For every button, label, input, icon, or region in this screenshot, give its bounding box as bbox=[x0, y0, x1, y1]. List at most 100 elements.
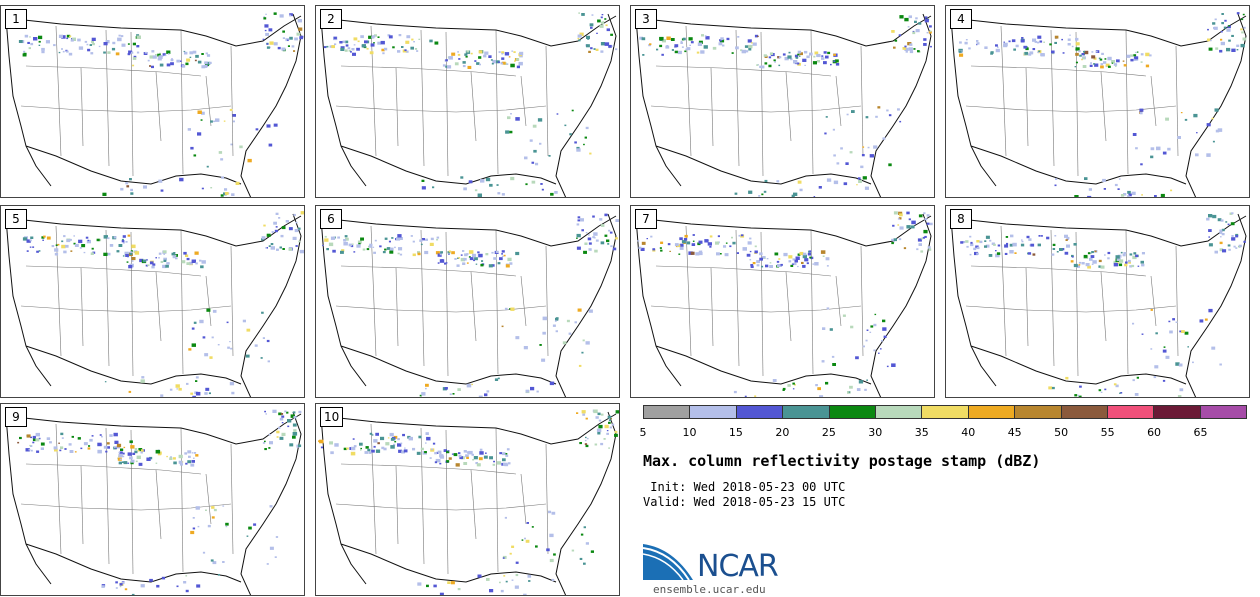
reflectivity-cell bbox=[774, 61, 776, 63]
reflectivity-cell bbox=[242, 319, 246, 323]
reflectivity-cell bbox=[504, 52, 510, 56]
reflectivity-cell bbox=[194, 251, 199, 255]
reflectivity-cell bbox=[465, 55, 468, 58]
reflectivity-cell bbox=[429, 457, 432, 459]
reflectivity-cell bbox=[54, 252, 59, 256]
member-label: 7 bbox=[635, 209, 657, 229]
reflectivity-cell bbox=[1220, 41, 1225, 46]
state-border bbox=[25, 265, 202, 277]
reflectivity-cell bbox=[203, 64, 208, 68]
reflectivity-cell bbox=[604, 42, 610, 46]
reflectivity-cell bbox=[595, 239, 599, 242]
reflectivity-cell bbox=[64, 448, 67, 450]
colorbar-segment bbox=[968, 406, 1016, 418]
reflectivity-cell bbox=[443, 449, 447, 452]
reflectivity-cell bbox=[158, 55, 163, 59]
reflectivity-cell bbox=[1090, 62, 1092, 64]
reflectivity-cell bbox=[1123, 252, 1127, 255]
reflectivity-cell bbox=[267, 360, 270, 363]
reflectivity-cell bbox=[661, 53, 664, 56]
reflectivity-cell bbox=[1098, 259, 1102, 263]
state-border bbox=[25, 463, 202, 475]
reflectivity-cell bbox=[384, 237, 388, 240]
reflectivity-cell bbox=[813, 55, 816, 58]
reflectivity-cell bbox=[410, 46, 414, 50]
reflectivity-cell bbox=[366, 248, 370, 251]
reflectivity-cell bbox=[466, 383, 472, 388]
reflectivity-cell bbox=[402, 433, 405, 437]
state-border bbox=[685, 225, 692, 357]
reflectivity-cell bbox=[226, 321, 229, 324]
reflectivity-cell bbox=[475, 462, 478, 465]
reflectivity-cell bbox=[448, 56, 453, 60]
reflectivity-cell bbox=[460, 176, 464, 179]
reflectivity-cell bbox=[1134, 56, 1139, 60]
reflectivity-cell bbox=[1074, 195, 1079, 197]
reflectivity-cell bbox=[599, 24, 604, 28]
reflectivity-cell bbox=[1104, 388, 1107, 391]
reflectivity-cell bbox=[1111, 60, 1116, 64]
reflectivity-cell bbox=[130, 188, 133, 192]
reflectivity-cell bbox=[169, 456, 172, 458]
reflectivity-cell bbox=[923, 38, 927, 41]
reflectivity-cell bbox=[666, 45, 669, 47]
reflectivity-cell bbox=[600, 442, 604, 446]
reflectivity-cell bbox=[495, 251, 499, 254]
reflectivity-cell bbox=[1219, 49, 1223, 53]
reflectivity-cell bbox=[192, 517, 195, 519]
reflectivity-cell bbox=[1228, 39, 1231, 42]
reflectivity-cell bbox=[394, 440, 397, 443]
reflectivity-cell bbox=[352, 52, 356, 56]
reflectivity-cell bbox=[588, 50, 591, 53]
reflectivity-cell bbox=[958, 50, 962, 53]
reflectivity-cell bbox=[51, 245, 55, 248]
reflectivity-cell bbox=[1037, 51, 1040, 53]
reflectivity-cell bbox=[608, 421, 611, 424]
reflectivity-cell bbox=[499, 581, 501, 584]
reflectivity-cell bbox=[36, 450, 40, 453]
reflectivity-cell bbox=[546, 548, 550, 552]
reflectivity-cell bbox=[356, 47, 360, 51]
reflectivity-cell bbox=[584, 439, 587, 442]
reflectivity-cell bbox=[425, 238, 428, 241]
state-border bbox=[495, 29, 499, 175]
reflectivity-cell bbox=[679, 243, 684, 247]
reflectivity-cell bbox=[1032, 253, 1036, 256]
reflectivity-cell bbox=[466, 50, 470, 53]
reflectivity-cell bbox=[422, 238, 425, 241]
reflectivity-cell bbox=[865, 116, 869, 119]
reflectivity-cell bbox=[698, 40, 703, 44]
reflectivity-cell bbox=[468, 180, 473, 184]
reflectivity-cell bbox=[269, 41, 274, 45]
reflectivity-cell bbox=[526, 522, 529, 524]
reflectivity-cell bbox=[1034, 41, 1037, 43]
reflectivity-cell bbox=[1136, 376, 1139, 379]
reflectivity-cell bbox=[510, 113, 512, 115]
state-border bbox=[545, 443, 549, 555]
reflectivity-cell bbox=[799, 52, 803, 56]
reflectivity-cell bbox=[245, 354, 250, 358]
reflectivity-cell bbox=[431, 448, 433, 451]
reflectivity-cell bbox=[1235, 247, 1238, 249]
reflectivity-cell bbox=[757, 35, 759, 37]
reflectivity-cell bbox=[49, 441, 52, 444]
reflectivity-cell bbox=[502, 462, 508, 466]
reflectivity-cell bbox=[586, 437, 589, 440]
reflectivity-cell bbox=[918, 214, 923, 218]
reflectivity-cell bbox=[692, 240, 695, 242]
state-border bbox=[155, 71, 162, 142]
reflectivity-cell bbox=[384, 47, 388, 51]
us-map bbox=[950, 212, 1247, 397]
reflectivity-cell bbox=[185, 462, 188, 465]
reflectivity-cell bbox=[278, 217, 281, 219]
reflectivity-cell bbox=[737, 36, 740, 38]
reflectivity-cell bbox=[273, 42, 278, 46]
reflectivity-cell bbox=[740, 49, 743, 52]
reflectivity-cell bbox=[128, 265, 133, 269]
reflectivity-cell bbox=[186, 257, 190, 261]
reflectivity-cell bbox=[263, 224, 266, 227]
reflectivity-cell bbox=[268, 434, 271, 436]
reflectivity-cell bbox=[425, 442, 427, 444]
reflectivity-cell bbox=[393, 443, 396, 446]
reflectivity-cell bbox=[61, 437, 64, 439]
